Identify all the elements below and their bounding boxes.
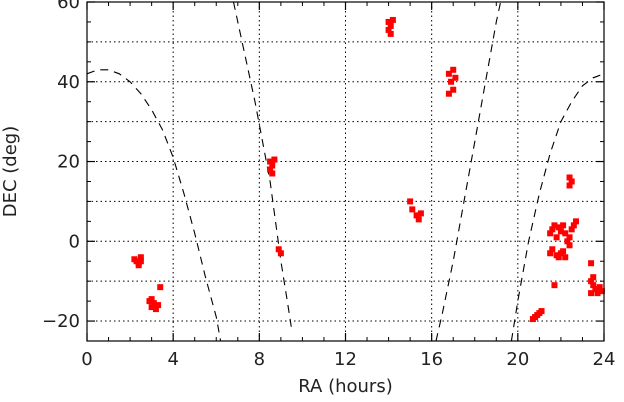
x-tick-label: 16	[420, 349, 443, 370]
data-point	[538, 308, 545, 315]
dashed-curve	[232, 1, 293, 330]
y-tick-label: −20	[42, 311, 80, 332]
data-point	[409, 206, 416, 213]
data-point	[590, 274, 597, 281]
data-point	[152, 306, 159, 313]
x-tick-label: 4	[167, 349, 178, 370]
data-point	[269, 170, 276, 177]
data-point	[137, 254, 144, 261]
data-point	[415, 216, 422, 223]
data-point	[389, 16, 396, 23]
x-tick-label: 12	[334, 349, 357, 370]
dashed-curves	[86, 1, 605, 342]
x-axis-label: RA (hours)	[298, 376, 392, 397]
data-point	[445, 90, 452, 97]
data-point	[137, 258, 144, 265]
gridlines	[87, 2, 604, 341]
data-point	[148, 304, 155, 311]
y-tick-labels: −20 0 20 40 60	[42, 0, 80, 332]
data-point	[560, 222, 567, 229]
data-point	[568, 178, 575, 185]
data-point	[413, 212, 420, 219]
data-point	[547, 230, 554, 237]
data-point	[566, 234, 573, 241]
data-point	[385, 26, 392, 33]
data-point	[594, 290, 601, 297]
data-point	[598, 288, 605, 295]
data-point	[549, 226, 556, 233]
data-point	[157, 284, 164, 291]
data-point	[271, 156, 278, 163]
data-point	[150, 300, 157, 307]
data-point	[387, 22, 394, 29]
x-tick-labels: 0 4 8 12 16 20 24	[81, 349, 615, 370]
data-point	[547, 250, 554, 257]
data-point	[590, 282, 597, 289]
data-point	[566, 174, 573, 181]
data-point	[588, 290, 595, 297]
data-point	[588, 278, 595, 285]
data-point	[553, 234, 560, 241]
data-points	[131, 16, 605, 323]
data-point	[566, 242, 573, 249]
data-point	[385, 18, 392, 25]
data-point	[452, 74, 459, 81]
data-point	[450, 66, 457, 73]
data-point	[417, 210, 424, 217]
y-tick-label: 20	[57, 152, 80, 173]
data-point	[570, 222, 577, 229]
data-point	[562, 230, 569, 237]
x-tick-label: 0	[81, 349, 92, 370]
data-point	[596, 284, 603, 291]
data-point	[562, 254, 569, 261]
data-point	[148, 296, 155, 303]
data-point	[588, 260, 595, 267]
data-point	[568, 226, 575, 233]
data-point	[560, 248, 567, 255]
data-point	[267, 166, 274, 173]
data-point	[277, 250, 284, 257]
data-point	[555, 254, 562, 261]
dashed-curve	[435, 1, 502, 342]
data-point	[269, 162, 276, 169]
data-point	[445, 70, 452, 77]
data-point	[557, 228, 564, 235]
data-point	[155, 302, 162, 309]
dashed-curve	[510, 73, 605, 342]
data-point	[551, 282, 558, 289]
data-point	[450, 86, 457, 93]
data-point	[566, 182, 573, 189]
y-tick-label: 40	[57, 72, 80, 93]
data-point	[555, 224, 562, 231]
data-point	[275, 246, 282, 253]
data-point	[267, 158, 274, 165]
data-point	[407, 198, 414, 205]
data-point	[572, 218, 579, 225]
data-point	[135, 262, 142, 269]
y-tick-label: 60	[57, 0, 80, 13]
y-axis-label: DEC (deg)	[0, 126, 21, 218]
data-point	[564, 238, 571, 245]
x-tick-label: 8	[254, 349, 265, 370]
x-tick-label: 24	[593, 349, 616, 370]
data-point	[592, 286, 599, 293]
data-point	[551, 222, 558, 229]
data-point	[549, 246, 556, 253]
axis-ticks	[86, 1, 605, 342]
x-tick-label: 20	[506, 349, 529, 370]
data-point	[448, 78, 455, 85]
y-tick-label: 0	[69, 231, 80, 252]
data-point	[387, 30, 394, 37]
